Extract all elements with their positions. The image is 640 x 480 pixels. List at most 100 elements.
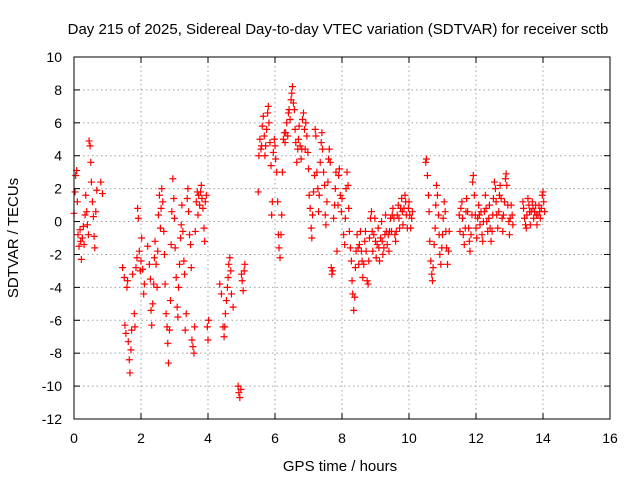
data-point (202, 191, 210, 199)
data-point (505, 218, 513, 226)
data-point (541, 208, 549, 216)
x-tick-label: 0 (70, 430, 78, 446)
data-point (127, 346, 135, 354)
data-point (146, 275, 154, 283)
data-point (464, 208, 472, 216)
data-point (278, 211, 286, 219)
data-point (368, 227, 376, 235)
x-tick-label: 10 (401, 430, 417, 446)
data-point (377, 234, 385, 242)
data-point (76, 226, 84, 234)
data-point (154, 247, 162, 255)
data-point (360, 260, 368, 268)
data-point (83, 221, 91, 229)
data-point (331, 185, 339, 193)
data-point (538, 191, 546, 199)
data-point (124, 277, 132, 285)
data-point (179, 227, 187, 235)
data-point (305, 165, 312, 173)
data-point (401, 191, 409, 199)
data-point (168, 208, 176, 216)
data-point (171, 214, 178, 222)
data-point (500, 198, 508, 206)
data-point (259, 112, 267, 120)
data-point (440, 198, 448, 206)
data-point (221, 323, 229, 331)
data-point (492, 198, 500, 206)
data-point (275, 244, 283, 252)
data-point (436, 250, 444, 258)
data-point (279, 135, 287, 143)
y-tick-label: 8 (54, 82, 62, 98)
data-point (201, 198, 209, 206)
data-point (458, 198, 466, 206)
data-point (376, 257, 384, 265)
data-point (422, 158, 430, 166)
data-point (398, 208, 406, 216)
data-point (289, 99, 297, 107)
data-point (340, 231, 348, 239)
data-point (159, 198, 167, 206)
data-point (351, 264, 359, 272)
data-point (336, 191, 344, 199)
data-point (476, 221, 484, 229)
y-tick-label: 0 (54, 214, 62, 230)
data-point (302, 119, 310, 127)
data-point (262, 142, 270, 150)
x-tick-label: 16 (602, 430, 618, 446)
data-point (348, 277, 356, 285)
data-point (405, 198, 413, 206)
data-point (128, 326, 136, 334)
data-point (359, 273, 367, 281)
data-point (140, 290, 148, 298)
x-tick-label: 2 (137, 430, 145, 446)
data-point (170, 195, 178, 203)
data-point (351, 293, 359, 301)
data-point (395, 214, 403, 222)
data-point (439, 231, 446, 239)
data-point (329, 267, 337, 275)
data-point (288, 83, 296, 91)
data-point (422, 155, 430, 163)
data-point (335, 165, 343, 173)
data-point (373, 241, 381, 249)
data-point (367, 208, 375, 216)
data-point (298, 116, 306, 124)
data-point (428, 277, 436, 285)
data-point (87, 178, 95, 186)
data-point (255, 152, 263, 160)
data-point (121, 321, 129, 329)
data-point (177, 234, 185, 242)
data-point (187, 241, 195, 249)
data-point (322, 221, 330, 229)
data-point (341, 241, 349, 249)
data-point (263, 125, 271, 133)
data-point (258, 122, 266, 130)
data-point (437, 260, 445, 268)
data-point (316, 158, 324, 166)
data-point (358, 257, 366, 265)
data-point (288, 89, 296, 97)
data-point (346, 244, 354, 252)
data-point (326, 158, 334, 166)
data-point (290, 106, 298, 114)
data-point (90, 232, 98, 240)
data-point (307, 224, 315, 232)
data-point (74, 231, 82, 239)
data-point (198, 195, 206, 203)
data-point (191, 227, 199, 235)
data-point (186, 231, 194, 239)
y-tick-label: -12 (42, 411, 62, 427)
data-point (169, 175, 177, 183)
data-point (347, 257, 355, 265)
data-point (87, 158, 95, 166)
data-point (457, 204, 465, 212)
y-axis-label: SDTVAR / TECUs (5, 178, 22, 298)
data-point (200, 224, 208, 232)
data-point (370, 231, 378, 239)
data-point (93, 186, 101, 194)
data-point (160, 227, 168, 235)
data-point (177, 221, 185, 229)
data-point (325, 155, 333, 163)
